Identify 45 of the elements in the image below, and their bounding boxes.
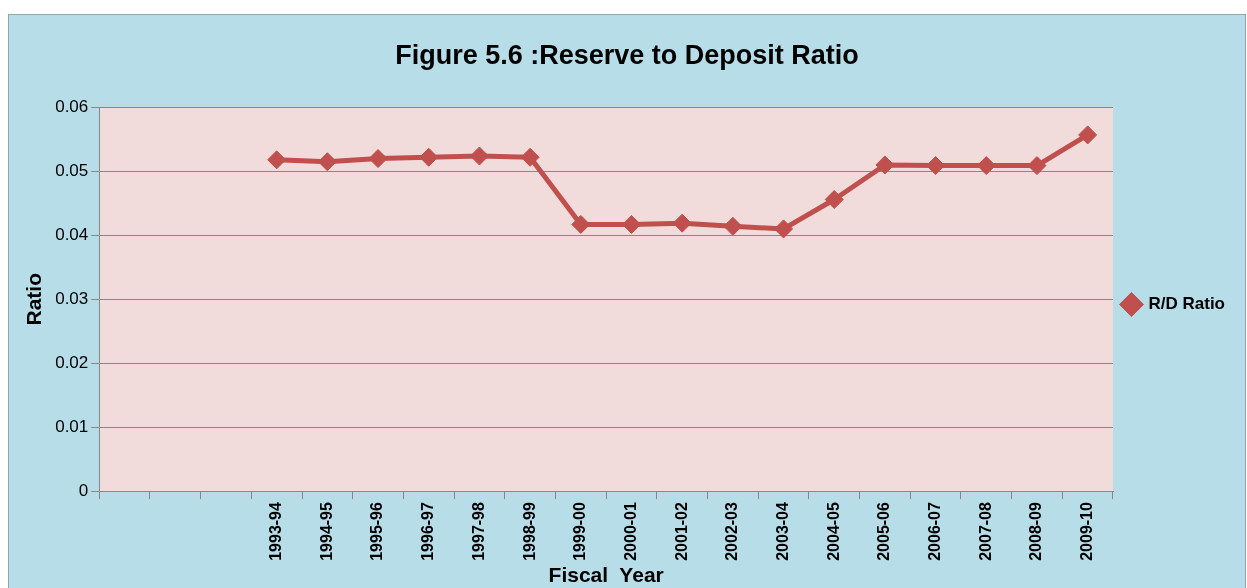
x-tick-label: 1999-00 [571,501,589,561]
point [419,147,439,167]
point [368,149,388,169]
point [267,150,287,170]
point [520,147,540,167]
point [976,156,996,176]
point [317,152,337,172]
point [621,214,641,234]
y-tick-label: 0.02 [55,352,89,372]
x-tick-label: 1993-94 [267,501,285,561]
point [672,213,692,233]
y-tick-label: 0 [78,480,89,500]
y-tick-label: 0.01 [55,416,89,436]
point [774,219,794,239]
y-tick-label: 0.06 [55,97,89,117]
point [571,214,591,234]
x-tick-label: 2002-03 [723,501,741,561]
x-tick-label: 2009-10 [1078,501,1096,561]
x-tick-label: 1995-96 [368,501,386,561]
y-tick-label: 0.03 [55,288,89,308]
x-tick-label: 2006-07 [926,501,944,561]
x-tick-label: 2003-04 [773,501,791,561]
point [1027,156,1047,176]
x-tick-label: 2005-06 [875,501,893,561]
x-tick-label: 2000-01 [621,501,639,561]
x-tick-label: 1998-99 [520,501,538,561]
x-tick-label: 1994-95 [317,501,335,561]
point [1078,125,1098,145]
x-tick-label: 2001-02 [672,501,690,561]
x-tick-label: 1997-98 [469,501,487,561]
legend-label: R/D Ratio [1148,294,1225,314]
y-axis-title: Ratio [22,272,46,326]
x-tick-label: 2008-09 [1027,501,1045,561]
point [926,156,946,176]
point [875,155,895,175]
x-tick-label: 2004-05 [824,501,842,561]
y-tick-label: 0.05 [55,161,89,181]
point [469,146,489,166]
x-tick-label: 1996-97 [419,501,437,561]
y-tick-label: 0.04 [55,224,89,244]
x-tick-label: 2007-08 [976,501,994,561]
chart-title: Figure 5.6 :Reserve to Deposit Ratio [395,39,859,70]
x-axis-title: Fiscal Year [548,563,664,587]
point [824,189,844,209]
point [723,216,743,236]
